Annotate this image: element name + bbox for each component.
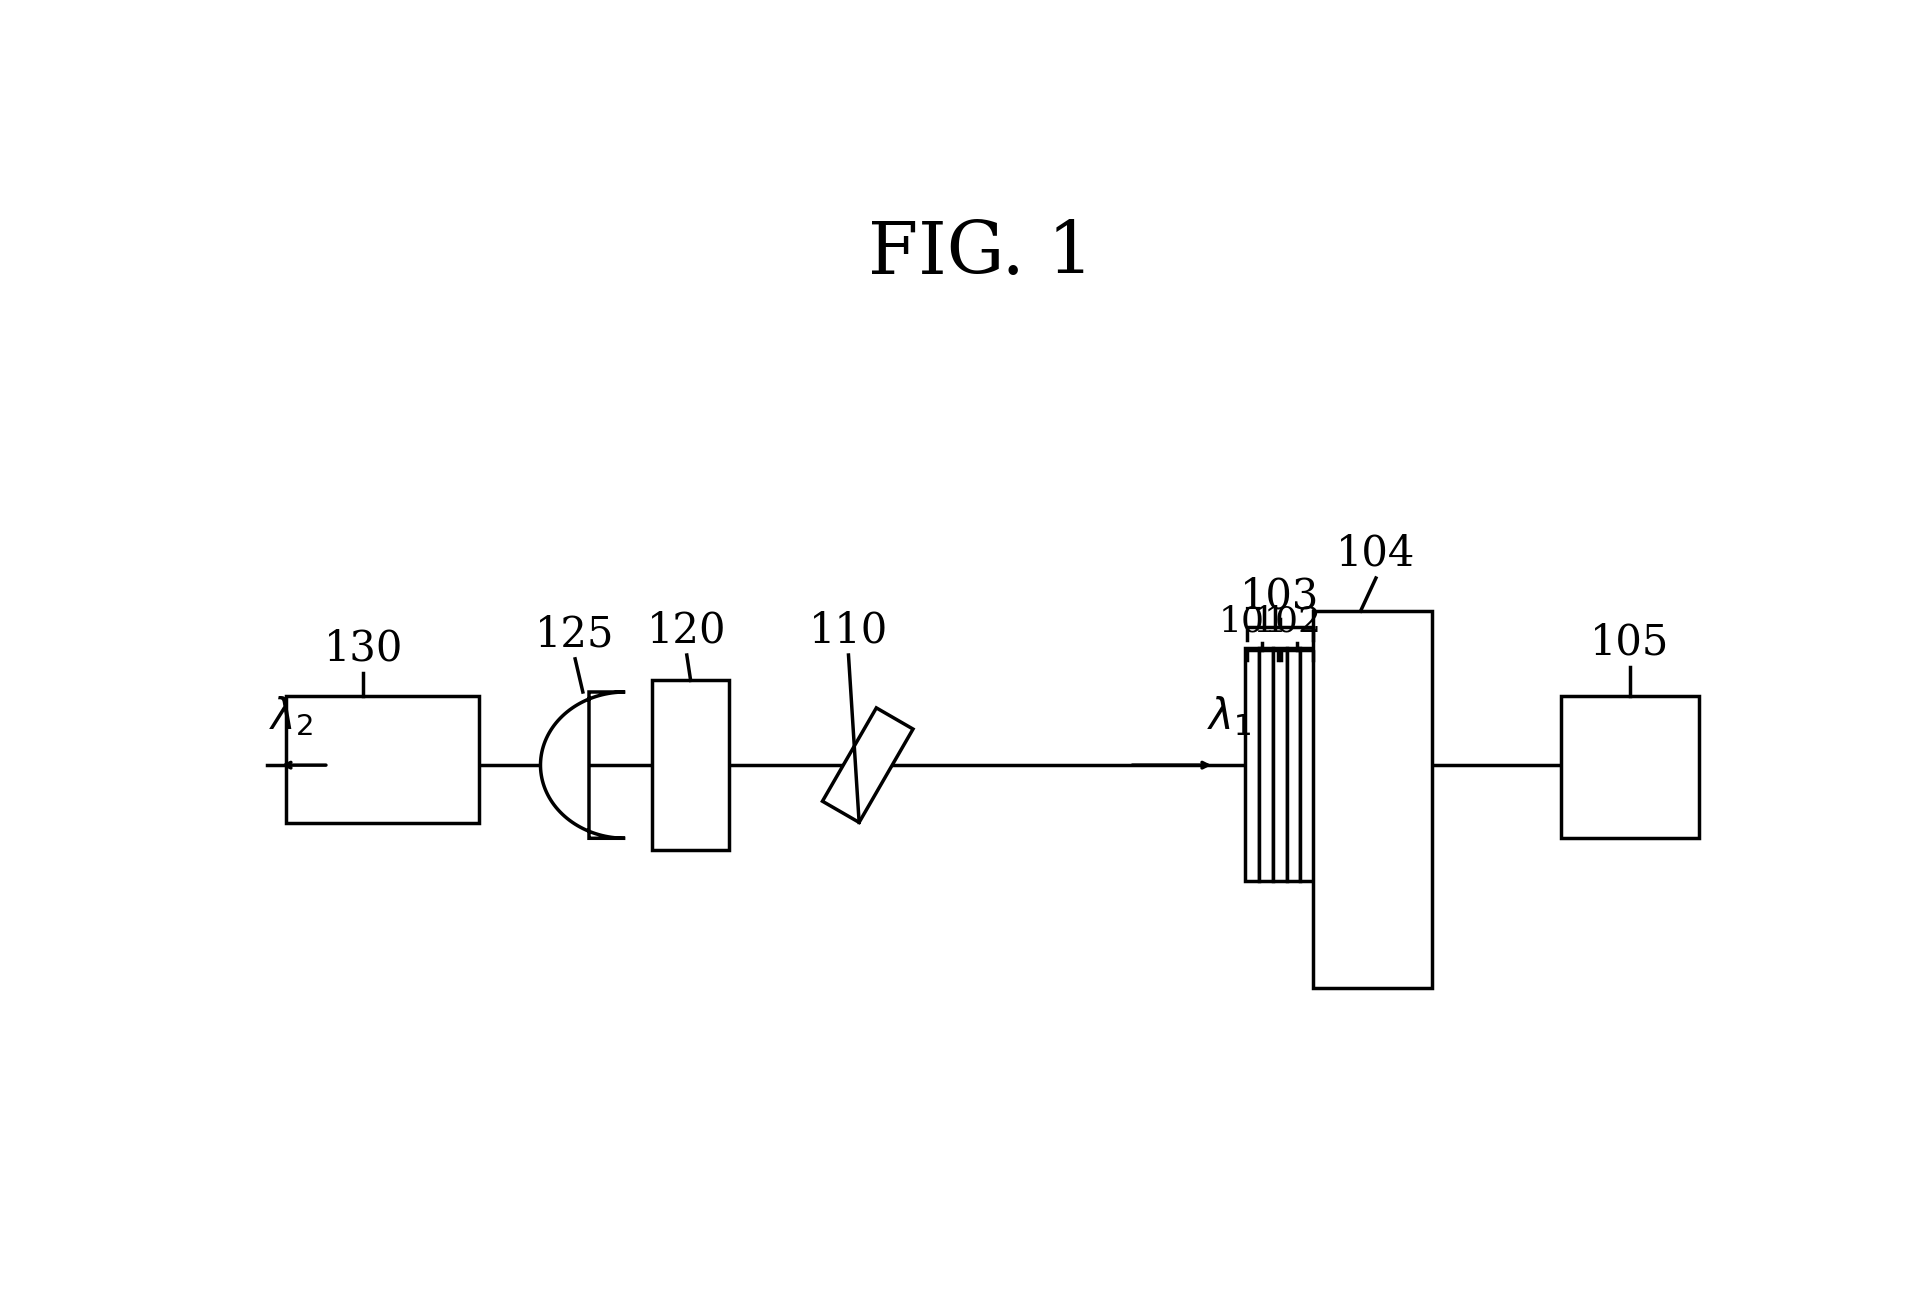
Bar — [1259, 648, 1273, 881]
Bar — [1286, 648, 1300, 881]
Text: FIG. 1: FIG. 1 — [869, 218, 1093, 289]
Text: 110: 110 — [810, 610, 888, 652]
Text: 104: 104 — [1336, 533, 1416, 575]
Bar — [1560, 695, 1700, 838]
Text: $\lambda_1$: $\lambda_1$ — [1206, 694, 1252, 738]
Polygon shape — [540, 691, 626, 838]
Polygon shape — [823, 708, 913, 822]
Text: 102: 102 — [1254, 605, 1323, 639]
Text: 103: 103 — [1240, 575, 1319, 617]
Bar — [287, 695, 478, 823]
Text: 101: 101 — [1217, 605, 1288, 639]
Bar — [1300, 648, 1315, 881]
Text: 105: 105 — [1591, 622, 1669, 664]
Text: $\lambda_2$: $\lambda_2$ — [268, 694, 312, 738]
Bar — [1313, 612, 1432, 988]
Bar — [1273, 648, 1286, 881]
Bar — [1244, 648, 1259, 881]
Text: 125: 125 — [536, 614, 614, 656]
Text: 120: 120 — [647, 610, 727, 652]
Text: 130: 130 — [323, 627, 404, 669]
Bar — [653, 681, 729, 850]
